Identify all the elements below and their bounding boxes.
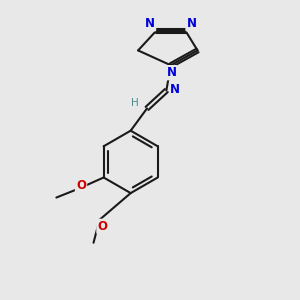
Text: N: N — [167, 66, 176, 79]
Text: H: H — [131, 98, 138, 108]
Text: N: N — [170, 82, 180, 96]
Text: N: N — [187, 17, 196, 30]
Text: O: O — [76, 178, 86, 192]
Text: O: O — [98, 220, 107, 233]
Text: N: N — [145, 17, 155, 30]
